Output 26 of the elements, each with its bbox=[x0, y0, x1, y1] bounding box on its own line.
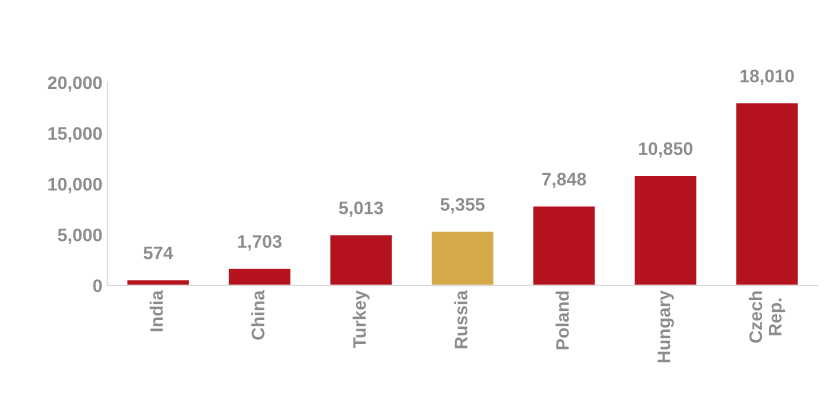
x-tick-label: Poland bbox=[556, 291, 569, 350]
data-label: 18,010 bbox=[740, 70, 794, 85]
x-tick-label: Russia bbox=[454, 290, 468, 348]
data-label: 5,355 bbox=[440, 198, 485, 214]
x-tick-label: China bbox=[251, 290, 264, 340]
y-tick-label: 0 bbox=[93, 279, 102, 292]
y-tick-label: 15,000 bbox=[48, 127, 102, 142]
x-tick-label: Hungary bbox=[658, 290, 674, 362]
data-label: 7,848 bbox=[542, 172, 586, 188]
data-label: 5,013 bbox=[339, 202, 384, 217]
bar bbox=[328, 234, 394, 286]
bar bbox=[532, 205, 596, 286]
data-label: 10,850 bbox=[639, 142, 692, 158]
data-label: 1,703 bbox=[238, 235, 282, 251]
y-tick-label: 5,000 bbox=[58, 228, 102, 244]
bar bbox=[126, 278, 190, 286]
bar bbox=[227, 267, 292, 286]
bar bbox=[633, 174, 698, 286]
bar bbox=[430, 230, 495, 286]
y-tick-label: 20,000 bbox=[48, 76, 102, 92]
y-tick-label: 10,000 bbox=[48, 178, 102, 194]
x-tick-label: Czech Rep. bbox=[748, 291, 786, 343]
data-label: 574 bbox=[144, 246, 174, 260]
bar bbox=[734, 102, 800, 286]
x-tick-label: Turkey bbox=[352, 290, 370, 348]
x-tick-label: India bbox=[150, 290, 163, 332]
